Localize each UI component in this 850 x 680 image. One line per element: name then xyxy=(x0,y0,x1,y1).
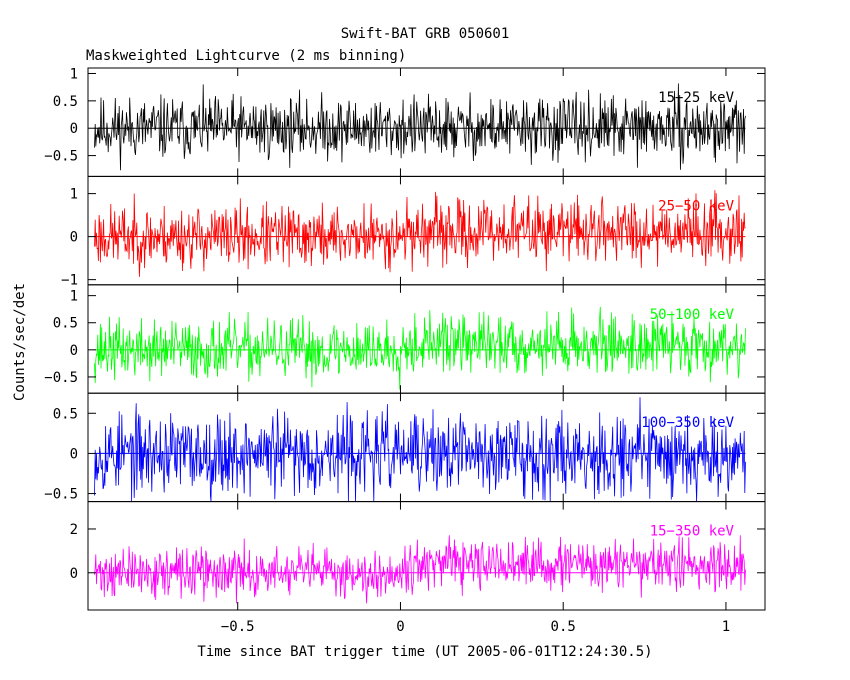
series-label-3: 100−350 keV xyxy=(641,415,734,431)
y-tick-label-1-2: 1 xyxy=(70,187,78,203)
y-tick-label-2-1: 0 xyxy=(70,343,78,359)
chart-title: Swift-BAT GRB 050601 xyxy=(341,26,510,42)
y-tick-label-1-0: −1 xyxy=(61,273,78,289)
panels-group: −0.5 0 0.5 1 15−25 keV −1 0 1 25−50 keV −0.5 0 0.5 1… xyxy=(44,66,766,635)
series-line-1 xyxy=(94,190,746,277)
series-line-0 xyxy=(94,83,746,171)
series-label-2: 50−100 keV xyxy=(650,307,735,323)
y-tick-label-2-0: −0.5 xyxy=(44,370,78,386)
y-tick-label-3-1: 0 xyxy=(70,446,78,462)
x-tick-label-1: 0 xyxy=(396,619,404,635)
y-tick-label-0-3: 1 xyxy=(70,66,78,82)
series-label-4: 15−350 keV xyxy=(650,524,735,540)
series-line-4 xyxy=(94,535,746,604)
x-tick-label-0: −0.5 xyxy=(221,619,255,635)
y-tick-label-3-2: 0.5 xyxy=(53,406,78,422)
series-line-2 xyxy=(94,306,746,390)
chart-subtitle: Maskweighted Lightcurve (2 ms binning) xyxy=(86,48,406,64)
series-label-1: 25−50 keV xyxy=(658,198,734,214)
y-tick-label-0-2: 0.5 xyxy=(53,94,78,110)
y-tick-label-2-3: 1 xyxy=(70,289,78,305)
y-tick-label-4-0: 0 xyxy=(70,566,78,582)
y-tick-label-3-0: −0.5 xyxy=(44,487,78,503)
y-tick-label-2-2: 0.5 xyxy=(53,316,78,332)
x-tick-label-3: 1 xyxy=(722,619,730,635)
y-tick-label-0-1: 0 xyxy=(70,121,78,137)
y-tick-label-1-1: 0 xyxy=(70,230,78,246)
y-tick-label-4-1: 2 xyxy=(70,522,78,538)
x-tick-label-2: 0.5 xyxy=(551,619,576,635)
x-axis-label: Time since BAT trigger time (UT 2005-06-… xyxy=(197,644,652,660)
series-label-0: 15−25 keV xyxy=(658,90,734,106)
series-line-3 xyxy=(94,397,746,502)
panel-frame-4 xyxy=(87,501,766,611)
y-axis-label: Counts/sec/det xyxy=(12,283,28,401)
y-tick-label-0-0: −0.5 xyxy=(44,149,78,165)
